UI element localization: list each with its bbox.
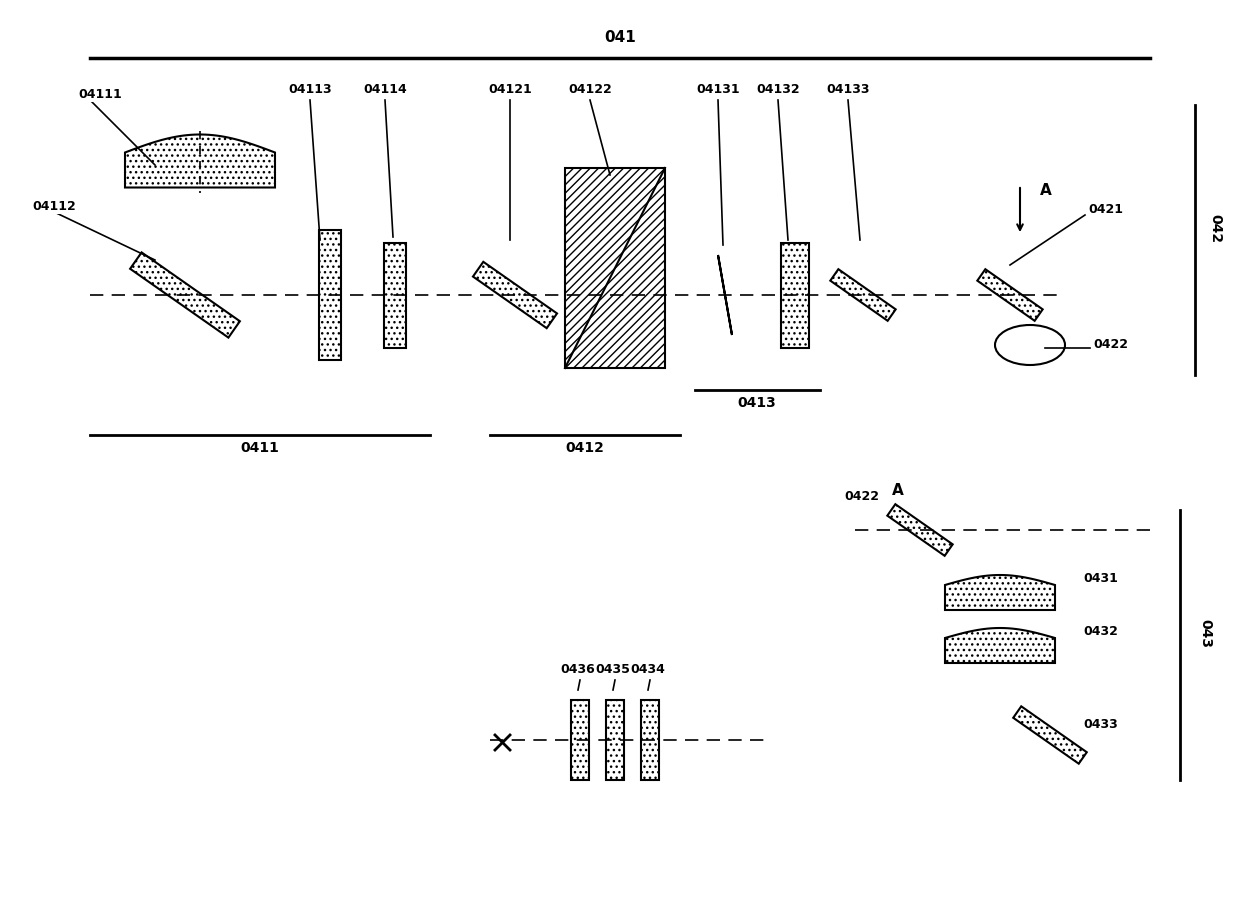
Text: 0432: 0432 (1083, 625, 1118, 638)
Bar (888, 504, 952, 556)
Bar (319, 230, 341, 360)
Polygon shape (718, 255, 732, 335)
Text: 0422: 0422 (1092, 338, 1128, 351)
Bar (472, 261, 557, 328)
Text: 04132: 04132 (756, 83, 800, 96)
Text: 0431: 0431 (1083, 572, 1118, 585)
Text: 04131: 04131 (696, 83, 740, 96)
Polygon shape (945, 628, 1055, 663)
Text: 042: 042 (1208, 214, 1221, 243)
Text: 041: 041 (604, 30, 636, 46)
Bar (977, 269, 1043, 321)
Text: 04133: 04133 (826, 83, 869, 96)
Polygon shape (125, 135, 275, 188)
Ellipse shape (994, 325, 1065, 365)
Bar (606, 700, 624, 780)
Bar (781, 242, 808, 347)
Text: 0422: 0422 (844, 490, 879, 503)
Polygon shape (565, 168, 665, 368)
Text: 04114: 04114 (363, 83, 407, 96)
Text: 0436: 0436 (560, 663, 595, 676)
Bar (384, 242, 405, 347)
Text: 0412: 0412 (565, 441, 604, 455)
Bar (641, 700, 658, 780)
Text: 04113: 04113 (288, 83, 332, 96)
Text: 04112: 04112 (32, 200, 76, 213)
Text: 0421: 0421 (1087, 203, 1123, 216)
Text: 04122: 04122 (568, 83, 611, 96)
Text: 0411: 0411 (241, 441, 279, 455)
Text: 0435: 0435 (595, 663, 630, 676)
Polygon shape (945, 575, 1055, 610)
Bar (831, 269, 895, 321)
Text: A: A (1040, 183, 1052, 198)
Text: 04111: 04111 (78, 88, 122, 101)
Bar (570, 700, 589, 780)
Text: 04121: 04121 (489, 83, 532, 96)
Text: 043: 043 (1198, 619, 1211, 648)
Bar (1013, 706, 1086, 763)
Bar (130, 252, 239, 338)
Text: 0433: 0433 (1083, 718, 1117, 731)
Text: 0434: 0434 (631, 663, 666, 676)
Text: A: A (892, 483, 904, 498)
Text: 0413: 0413 (738, 396, 776, 410)
